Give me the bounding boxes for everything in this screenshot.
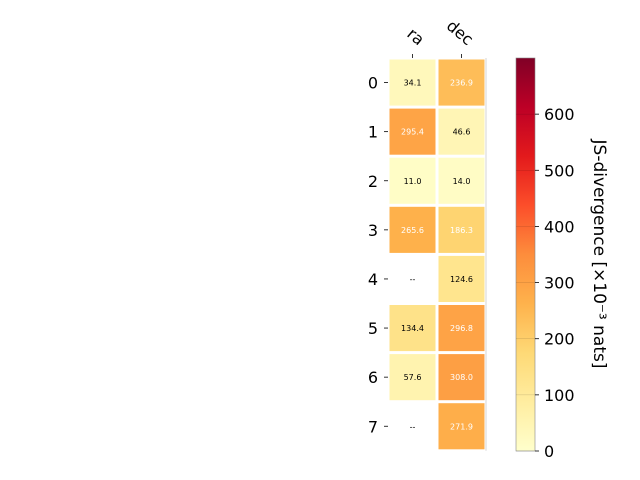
colorbar-gradient xyxy=(515,57,536,452)
cell-value-label: -- xyxy=(410,275,416,284)
heatmap-cell xyxy=(438,354,485,401)
row-tick-label: 3 xyxy=(368,221,378,240)
row-tick-label: 0 xyxy=(368,74,378,93)
colorbar-tick-label: 400 xyxy=(544,217,575,236)
heatmap-axes: 0 1 2 3 4 5 6 7 ra dec xyxy=(368,16,487,451)
cell-value-label: 57.6 xyxy=(404,373,422,382)
colorbar-tick-label: 200 xyxy=(544,330,575,349)
cell-value-label: -- xyxy=(410,422,416,431)
cell-value-label: 186.3 xyxy=(450,226,473,235)
row-tick-label: 6 xyxy=(368,368,378,387)
cell-value-label: 134.4 xyxy=(401,324,424,333)
column-tick-label: dec xyxy=(443,16,477,49)
heatmap-cell xyxy=(438,108,485,155)
colorbar: 0 100 200 300 400 500 600 JS-divergence [×10⁻³… xyxy=(515,57,609,461)
row-tick-label: 7 xyxy=(368,417,378,436)
cell-value-label: 11.0 xyxy=(404,177,422,186)
colorbar-tick-label: 300 xyxy=(544,274,575,293)
colorbar-tick-label: 600 xyxy=(544,105,575,124)
heatmap-cell xyxy=(438,157,485,204)
colorbar-title: JS-divergence [×10⁻³ nats] xyxy=(589,139,609,369)
heatmap-cell xyxy=(438,59,485,106)
colorbar-tick-label: 500 xyxy=(544,161,575,180)
heatmap-cell xyxy=(389,206,436,253)
heatmap-cell xyxy=(389,305,436,352)
heatmap-cell xyxy=(438,206,485,253)
cell-value-label: 296.8 xyxy=(450,324,473,333)
row-tick-label: 2 xyxy=(368,172,378,191)
column-tick-label: ra xyxy=(403,24,428,49)
heatmap-cell xyxy=(389,354,436,401)
row-tick-label: 1 xyxy=(368,123,378,142)
cell-value-label: 46.6 xyxy=(453,128,471,137)
cell-value-label: 295.4 xyxy=(401,128,424,137)
cell-value-label: 236.9 xyxy=(450,79,473,88)
row-tick-label: 5 xyxy=(368,319,378,338)
cell-value-label: 308.0 xyxy=(450,373,473,382)
cell-value-label: 14.0 xyxy=(453,177,471,186)
heatmap-cell xyxy=(389,59,436,106)
heatmap-cell xyxy=(438,305,485,352)
heatmap-cell xyxy=(438,255,485,302)
row-tick-label: 4 xyxy=(368,270,378,289)
heatmap-cell xyxy=(438,403,485,450)
heatmap-cell xyxy=(389,108,436,155)
colorbar-tick-label: 100 xyxy=(544,386,575,405)
heatmap-cell xyxy=(389,157,436,204)
heatmap-cells: 34.1 236.9 295.4 46.6 11.0 14.0 265.6 186.3 -- 12… xyxy=(389,59,485,450)
cell-value-label: 34.1 xyxy=(404,79,422,88)
cell-value-label: 124.6 xyxy=(450,275,473,284)
cell-value-label: 265.6 xyxy=(401,226,424,235)
cell-value-label: 271.9 xyxy=(450,422,473,431)
colorbar-tick-label: 0 xyxy=(544,442,554,461)
